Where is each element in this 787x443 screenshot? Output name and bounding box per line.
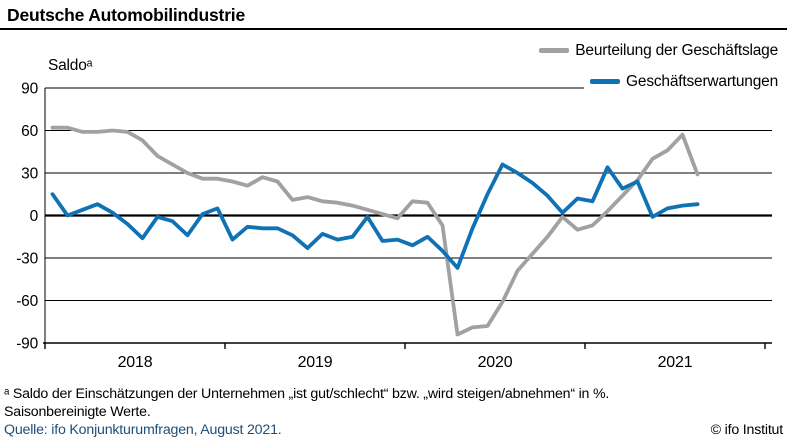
x-year-label-2021: 2021 [658,354,693,371]
y-tick-label--30: -30 [16,251,38,268]
source-text: Quelle: ifo Konjunkturumfragen, August 2… [4,422,282,439]
legend-item-erwartungen: Geschäftserwartungen [584,70,778,94]
legend-label-geschaeftslage: Beurteilung der Geschäftslage [575,42,778,59]
x-year-label-2019: 2019 [298,354,333,371]
x-year-label-2020: 2020 [478,354,513,371]
page-title: Deutsche Automobilindustrie [7,5,245,25]
chart-legend: Beurteilung der Geschäftslage Geschäftse… [533,39,778,94]
footnotes: ᵃ Saldo der Einschätzungen der Unternehm… [4,385,783,439]
y-tick-label-60: 60 [21,123,38,140]
footnote-seasonal: Saisonbereinigte Werte. [4,404,151,421]
y-tick-label-90: 90 [21,80,38,97]
erwartungen-line-swatch [590,79,621,84]
y-tick-label--90: -90 [16,336,38,353]
geschaeftslage-line-swatch [539,48,570,53]
series-line-erwartungen [50,162,700,270]
legend-label-erwartungen: Geschäftserwartungen [626,73,778,91]
footnote-definition: ᵃ Saldo der Einschätzungen der Unternehm… [4,386,610,402]
y-tick-label--60: -60 [16,293,38,310]
y-axis-unit-label: Saldoᵃ [48,57,93,74]
title-rule [0,28,787,30]
source-row: Quelle: ifo Konjunkturumfragen, August 2… [4,421,783,439]
y-tick-label-30: 30 [21,165,38,182]
x-year-label-2018: 2018 [118,354,153,371]
y-tick-label-0: 0 [30,208,39,225]
copyright-text: © ifo Institut [710,422,784,439]
series-line-geschaeftslage [50,125,700,337]
legend-item-geschaeftslage: Beurteilung der Geschäftslage [533,39,778,63]
